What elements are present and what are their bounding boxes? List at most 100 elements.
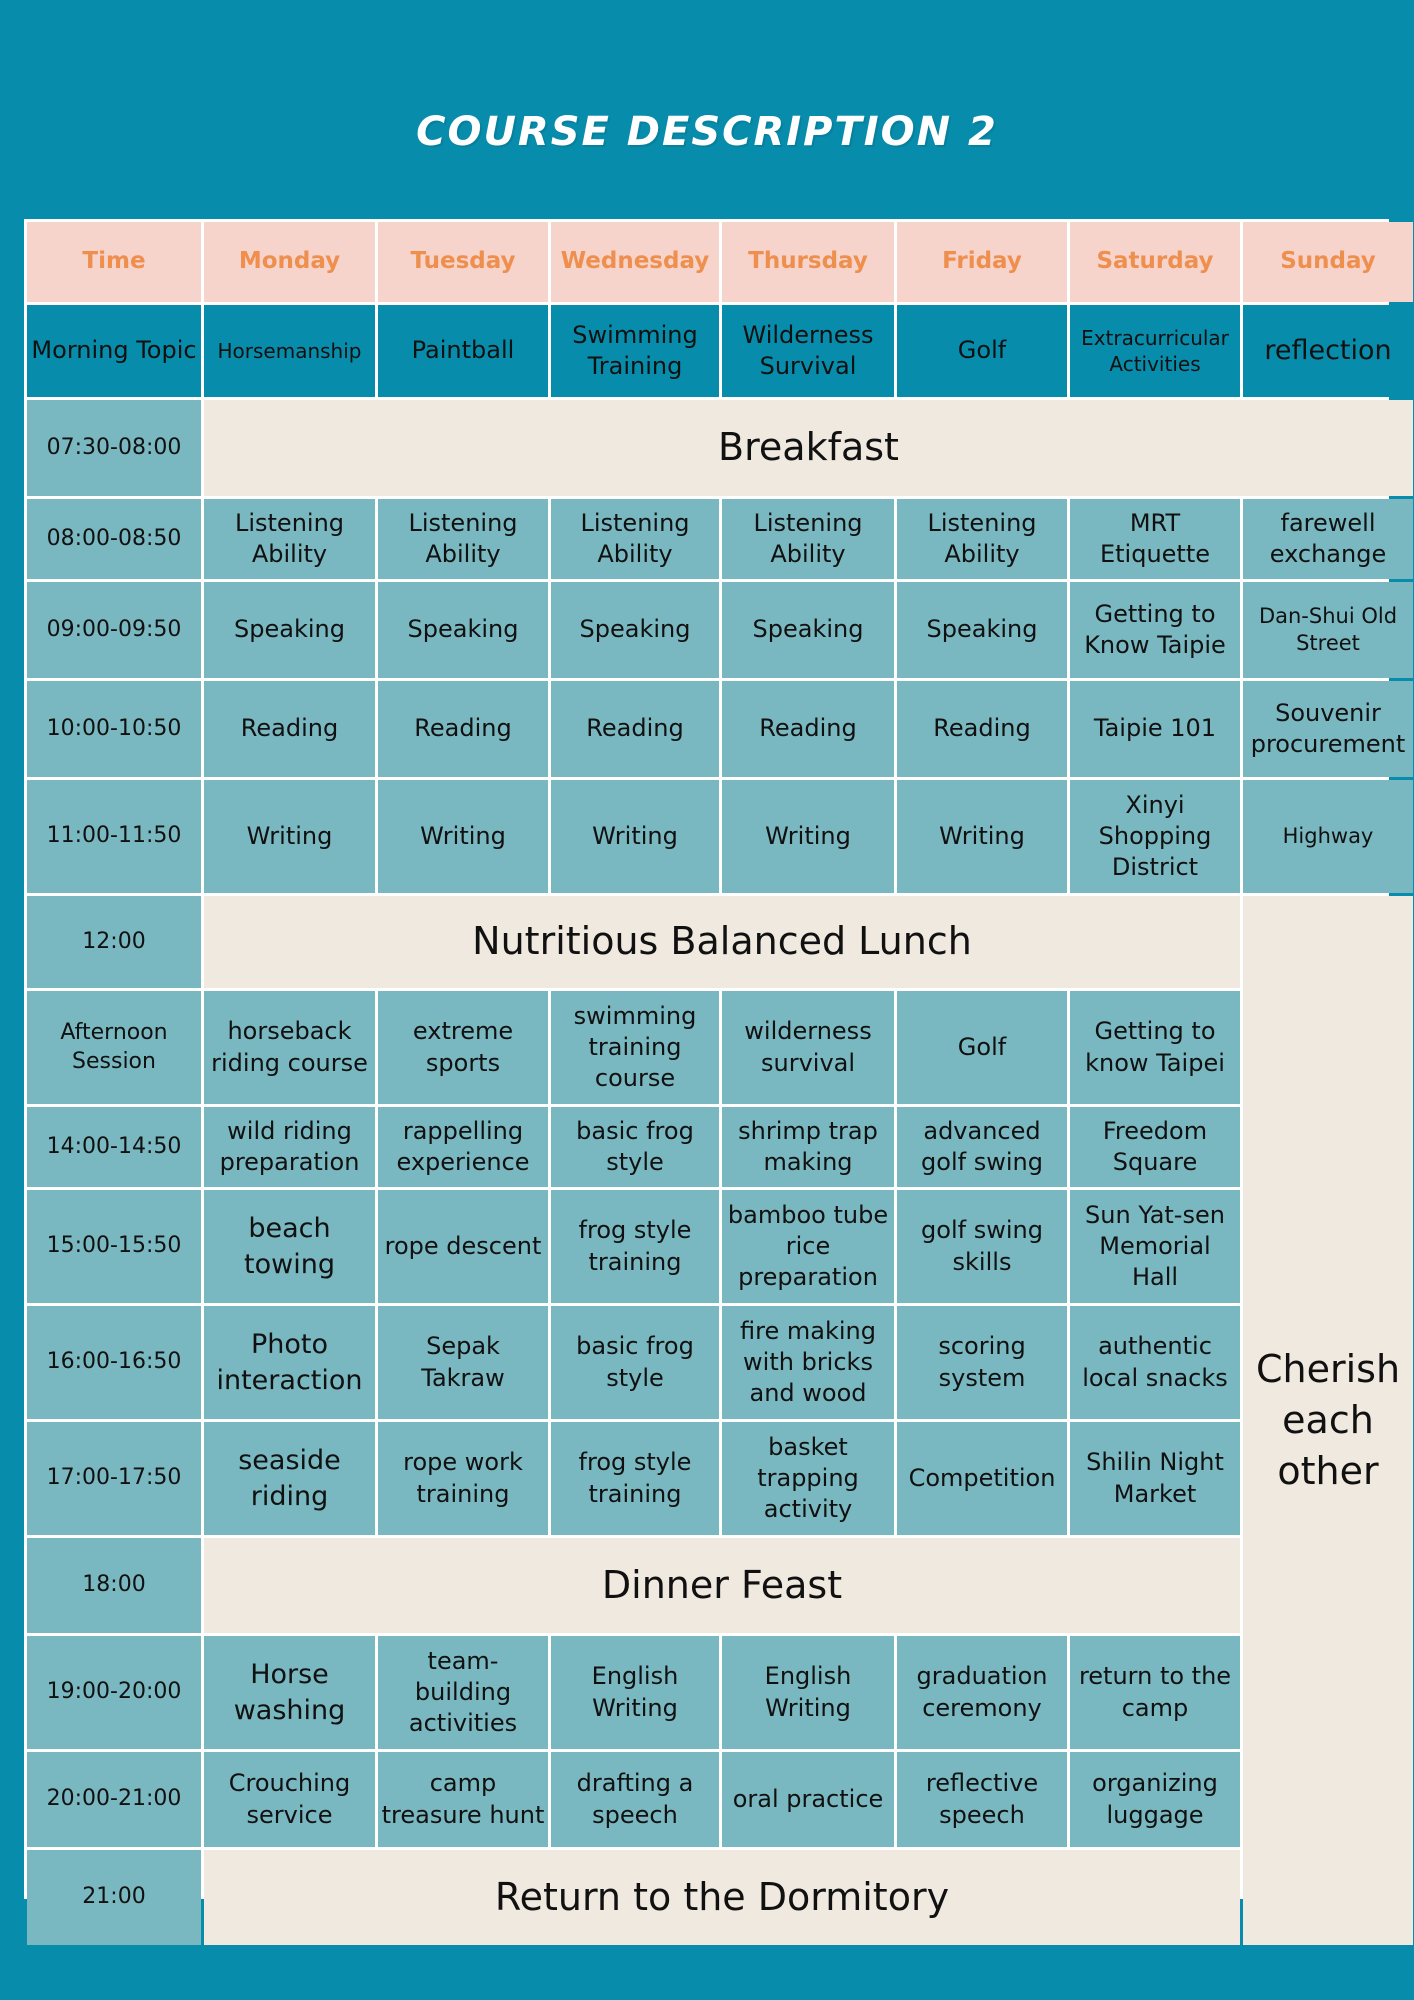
page-title: COURSE DESCRIPTION 2: [416, 109, 998, 155]
breakfast-time: 07:30-08:00: [27, 400, 201, 496]
activity-cell: basket trapping activity: [722, 1422, 894, 1535]
activity-cell: Freedom Square: [1070, 1107, 1240, 1187]
activity-cell: wilderness survival: [722, 991, 894, 1104]
activity-cell: fire making with bricks and wood: [722, 1306, 894, 1419]
activity-cell: English Writing: [722, 1636, 894, 1749]
activity-cell: MRT Etiquette: [1070, 499, 1240, 579]
time-cell: Afternoon Session: [27, 991, 201, 1104]
header-thursday: Thursday: [722, 222, 894, 302]
time-cell: 15:00-15:50: [27, 1190, 201, 1303]
topic-friday: Golf: [897, 305, 1067, 397]
activity-cell: Speaking: [378, 582, 548, 678]
activity-cell: Reading: [897, 681, 1067, 777]
lunch-time: 12:00: [27, 896, 201, 988]
time-cell: 08:00-08:50: [27, 499, 201, 579]
header-tuesday: Tuesday: [378, 222, 548, 302]
activity-cell: Listening Ability: [722, 499, 894, 579]
activity-cell: Speaking: [204, 582, 375, 678]
dorm-banner: Return to the Dormitory: [204, 1850, 1240, 1945]
activity-cell: Horse washing: [204, 1636, 375, 1749]
time-cell: 10:00-10:50: [27, 681, 201, 777]
header-monday: Monday: [204, 222, 375, 302]
sunday-afternoon-cell: Cherish each other: [1243, 896, 1413, 1945]
topic-wednesday: Swimming Training: [551, 305, 719, 397]
morning-topic-label: Morning Topic: [27, 305, 201, 397]
activity-cell: Listening Ability: [204, 499, 375, 579]
breakfast-banner: Breakfast: [204, 400, 1413, 496]
activity-cell: Writing: [722, 780, 894, 893]
activity-cell: rope work training: [378, 1422, 548, 1535]
activity-cell: reflective speech: [897, 1752, 1067, 1847]
activity-cell: horseback riding course: [204, 991, 375, 1104]
activity-cell: basic frog style: [551, 1306, 719, 1419]
header-time: Time: [27, 222, 201, 302]
activity-cell: return to the camp: [1070, 1636, 1240, 1749]
header-saturday: Saturday: [1070, 222, 1240, 302]
activity-cell: beach towing: [204, 1190, 375, 1303]
lunch-banner: Nutritious Balanced Lunch: [204, 896, 1240, 988]
activity-cell: rappelling experience: [378, 1107, 548, 1187]
time-cell: 20:00-21:00: [27, 1752, 201, 1847]
topic-sunday: reflection: [1243, 305, 1413, 397]
topic-tuesday: Paintball: [378, 305, 548, 397]
schedule-table: Time Monday Tuesday Wednesday Thursday F…: [24, 219, 1413, 1945]
activity-cell: Getting to know Taipei: [1070, 991, 1240, 1104]
activity-cell: Reading: [378, 681, 548, 777]
activity-cell: extreme sports: [378, 991, 548, 1104]
activity-cell: Dan-Shui Old Street: [1243, 582, 1413, 678]
activity-cell: authentic local snacks: [1070, 1306, 1240, 1419]
activity-cell: Sun Yat-sen Memorial Hall: [1070, 1190, 1240, 1303]
header-sunday: Sunday: [1243, 222, 1413, 302]
time-cell: 16:00-16:50: [27, 1306, 201, 1419]
header-wednesday: Wednesday: [551, 222, 719, 302]
dinner-time: 18:00: [27, 1538, 201, 1633]
activity-cell: Golf: [897, 991, 1067, 1104]
activity-cell: drafting a speech: [551, 1752, 719, 1847]
activity-cell: Writing: [897, 780, 1067, 893]
activity-cell: Competition: [897, 1422, 1067, 1535]
activity-cell: Sepak Takraw: [378, 1306, 548, 1419]
activity-cell: Shilin Night Market: [1070, 1422, 1240, 1535]
activity-cell: Listening Ability: [378, 499, 548, 579]
activity-cell: basic frog style: [551, 1107, 719, 1187]
topic-monday: Horsemanship: [204, 305, 375, 397]
activity-cell: seaside riding: [204, 1422, 375, 1535]
activity-cell: Writing: [378, 780, 548, 893]
activity-cell: scoring system: [897, 1306, 1067, 1419]
time-cell: 14:00-14:50: [27, 1107, 201, 1187]
activity-cell: English Writing: [551, 1636, 719, 1749]
time-cell: 11:00-11:50: [27, 780, 201, 893]
activity-cell: Speaking: [897, 582, 1067, 678]
activity-cell: Getting to Know Taipie: [1070, 582, 1240, 678]
activity-cell: rope descent: [378, 1190, 548, 1303]
activity-cell: team-building activities: [378, 1636, 548, 1749]
dorm-time: 21:00: [27, 1850, 201, 1945]
activity-cell: Reading: [722, 681, 894, 777]
activity-cell: frog style training: [551, 1190, 719, 1303]
activity-cell: Reading: [551, 681, 719, 777]
activity-cell: Souvenir procurement: [1243, 681, 1413, 777]
activity-cell: oral practice: [722, 1752, 894, 1847]
activity-cell: swimming training course: [551, 991, 719, 1104]
activity-cell: frog style training: [551, 1422, 719, 1535]
activity-cell: Listening Ability: [897, 499, 1067, 579]
topic-thursday: Wilderness Survival: [722, 305, 894, 397]
topic-saturday: Extracurricular Activities: [1070, 305, 1240, 397]
activity-cell: Listening Ability: [551, 499, 719, 579]
activity-cell: camp treasure hunt: [378, 1752, 548, 1847]
activity-cell: wild riding preparation: [204, 1107, 375, 1187]
activity-cell: Reading: [204, 681, 375, 777]
activity-cell: shrimp trap making: [722, 1107, 894, 1187]
activity-cell: Highway: [1243, 780, 1413, 893]
activity-cell: Taipie 101: [1070, 681, 1240, 777]
activity-cell: graduation ceremony: [897, 1636, 1067, 1749]
dinner-banner: Dinner Feast: [204, 1538, 1240, 1633]
activity-cell: Speaking: [722, 582, 894, 678]
time-cell: 17:00-17:50: [27, 1422, 201, 1535]
activity-cell: bamboo tube rice preparation: [722, 1190, 894, 1303]
time-cell: 19:00-20:00: [27, 1636, 201, 1749]
activity-cell: farewell exchange: [1243, 499, 1413, 579]
activity-cell: Writing: [204, 780, 375, 893]
time-cell: 09:00-09:50: [27, 582, 201, 678]
activity-cell: Photo interaction: [204, 1306, 375, 1419]
